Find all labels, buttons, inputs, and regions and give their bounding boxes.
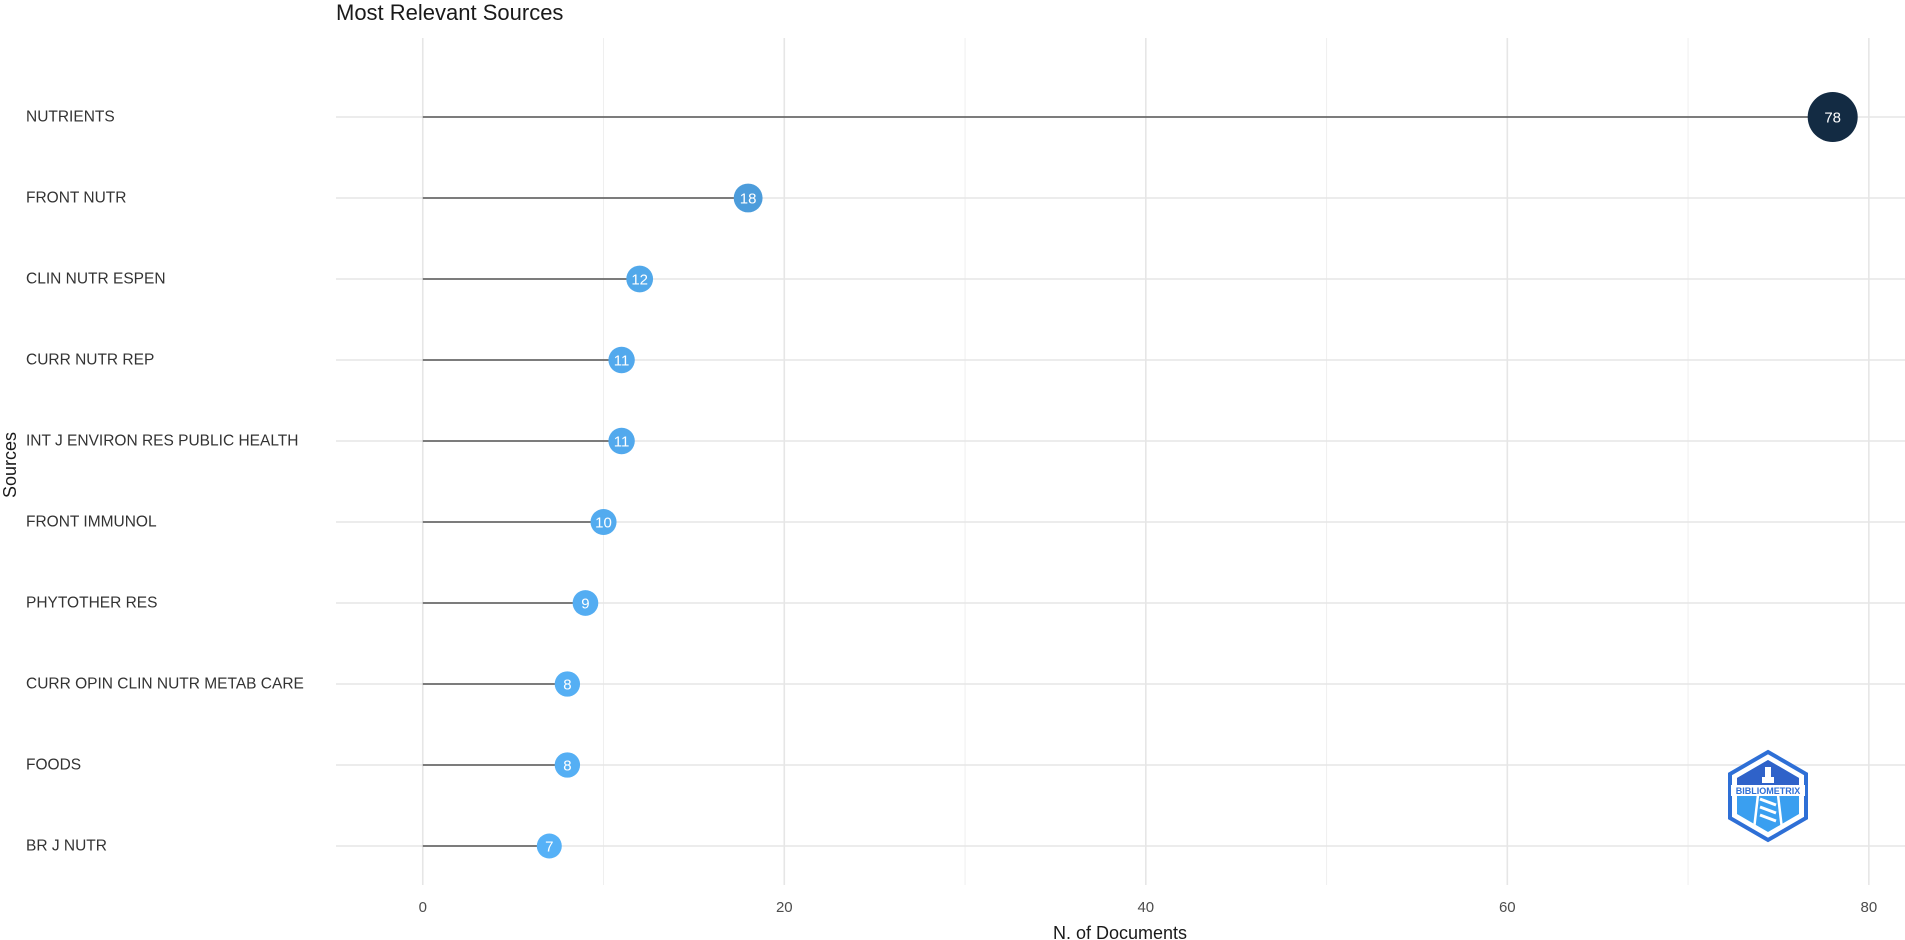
- data-label-7: 8: [563, 677, 571, 694]
- x-tick-label-0: 0: [419, 899, 427, 916]
- data-label-3: 11: [614, 353, 630, 370]
- point-8: [554, 752, 581, 778]
- point-3: [608, 346, 635, 374]
- x-tick-label-60: 60: [1499, 899, 1516, 916]
- data-label-8: 8: [563, 758, 571, 775]
- category-label-8: FOODS: [26, 757, 81, 774]
- category-label-3: CURR NUTR REP: [26, 352, 154, 369]
- data-label-0: 78: [1824, 110, 1841, 127]
- data-label-2: 12: [631, 272, 648, 289]
- category-label-6: PHYTOTHER RES: [26, 595, 158, 612]
- category-label-5: FRONT IMMUNOL: [26, 514, 157, 531]
- point-0: [1807, 92, 1858, 142]
- point-9: [536, 833, 562, 859]
- stems: [422, 116, 1833, 847]
- category-label-9: BR J NUTR: [26, 838, 107, 855]
- logo-text: BIBLIOMETRIX: [1736, 786, 1801, 796]
- x-tick-label-20: 20: [776, 899, 793, 916]
- point-2: [626, 265, 654, 293]
- category-label-4: INT J ENVIRON RES PUBLIC HEALTH: [26, 433, 298, 450]
- x-tick-labels: 0 20 40 60 80: [419, 899, 1878, 916]
- category-label-7: CURR OPIN CLIN NUTR METAB CARE: [26, 676, 304, 693]
- y-axis-title: Sources: [0, 432, 20, 498]
- data-label-1: 18: [740, 191, 757, 208]
- chart-title: Most Relevant Sources: [336, 0, 563, 25]
- category-labels: NUTRIENTS FRONT NUTR CLIN NUTR ESPEN CURR N…: [26, 109, 304, 855]
- data-label-5: 10: [595, 515, 612, 532]
- point-1: [733, 183, 763, 213]
- point-6: [572, 590, 599, 616]
- category-label-1: FRONT NUTR: [26, 190, 126, 207]
- point-7: [554, 671, 581, 697]
- bibliometrix-logo: BIBLIOMETRIX: [1728, 749, 1808, 843]
- x-tick-label-40: 40: [1137, 899, 1154, 916]
- data-label-9: 7: [545, 839, 553, 856]
- x-axis-title: N. of Documents: [1053, 923, 1187, 940]
- point-4: [608, 427, 635, 455]
- points: 78 18 12 11 11 10 9 8 8 7: [536, 92, 1858, 859]
- data-label-6: 9: [581, 596, 589, 613]
- data-label-4: 11: [614, 434, 630, 451]
- category-label-0: NUTRIENTS: [26, 109, 115, 126]
- point-5: [590, 508, 617, 536]
- category-label-2: CLIN NUTR ESPEN: [26, 271, 166, 288]
- x-tick-label-80: 80: [1861, 899, 1878, 916]
